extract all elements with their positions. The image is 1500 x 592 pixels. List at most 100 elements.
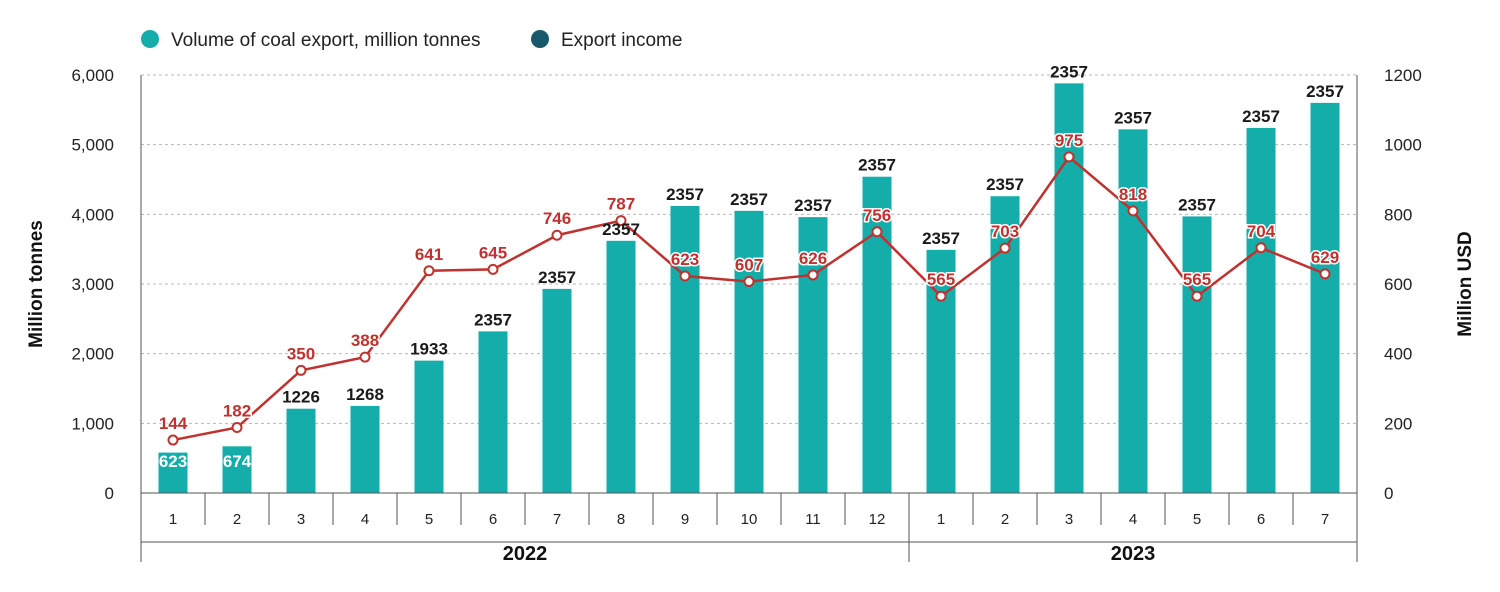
- bar: [542, 288, 572, 493]
- x-tick-label: 7: [1321, 511, 1329, 528]
- x-tick-label: 6: [1257, 511, 1265, 528]
- legend-volume-label: Volume of coal export, million tonnes: [171, 30, 480, 51]
- line-data-label: 607: [735, 256, 763, 275]
- group-label: 2022: [503, 543, 548, 565]
- y-tick-label-right: 600: [1384, 275, 1412, 294]
- bar-data-label: 2357: [858, 156, 896, 175]
- line-point: [423, 265, 435, 277]
- y-tick-label-right: 1000: [1384, 136, 1422, 155]
- x-tick-label: 1: [169, 511, 177, 528]
- bar: [158, 452, 188, 493]
- line-data-label: 626: [799, 249, 827, 268]
- bar: [478, 331, 508, 493]
- line-data-label: 787: [607, 195, 635, 214]
- line-data-label: 350: [287, 344, 315, 363]
- line-data-label: 182: [223, 402, 251, 421]
- line-data-label: 746: [543, 209, 571, 228]
- x-tick-label: 12: [869, 511, 886, 528]
- line-point: [1063, 151, 1075, 163]
- legend-income-marker: [531, 30, 549, 48]
- line-point: [1319, 268, 1331, 280]
- bar-data-label: 623: [159, 452, 187, 471]
- bar: [1246, 127, 1276, 494]
- line-point: [167, 434, 179, 446]
- bar: [606, 240, 636, 493]
- line-point: [551, 229, 563, 241]
- y-axis-title-left: Million tonnes: [26, 220, 47, 348]
- line-point: [1255, 242, 1267, 254]
- line-data-label: 703: [991, 222, 1019, 241]
- bar-data-label: 1268: [346, 385, 384, 404]
- bar-data-label: 2357: [1306, 82, 1344, 101]
- line-data-label: 704: [1247, 222, 1276, 241]
- line-data-label: 388: [351, 331, 379, 350]
- line-point: [935, 290, 947, 302]
- line-point: [1191, 290, 1203, 302]
- line-point: [295, 364, 307, 376]
- bar-data-label: 2357: [1050, 62, 1088, 81]
- bar: [1118, 129, 1148, 493]
- bar-data-label: 674: [223, 452, 252, 471]
- bar-data-label: 2357: [730, 190, 768, 209]
- x-tick-label: 5: [425, 511, 433, 528]
- line-point: [615, 215, 627, 227]
- x-tick-label: 2: [233, 511, 241, 528]
- line-point: [743, 276, 755, 288]
- group-label: 2023: [1111, 543, 1156, 565]
- bar-data-label: 1933: [410, 340, 448, 359]
- line-point: [231, 422, 243, 434]
- line-data-label: 629: [1311, 248, 1339, 267]
- y-axis-title-right: Million USD: [1455, 231, 1476, 337]
- x-tick-label: 1: [937, 511, 945, 528]
- bar-data-label: 2357: [474, 310, 512, 329]
- bar-data-label: 2357: [538, 268, 576, 287]
- legend-income-label: Export income: [561, 30, 682, 51]
- line-data-label: 623: [671, 250, 699, 269]
- line-data-label: 645: [479, 243, 507, 262]
- y-tick-label-left: 3,000: [71, 275, 114, 294]
- x-tick-label: 3: [1065, 511, 1073, 528]
- x-tick-label: 4: [361, 511, 369, 528]
- data-labels: 623 674 1226 1268 1933 2357 2357 2357 2357 2357 23…: [157, 62, 1344, 471]
- bar: [798, 217, 828, 493]
- bar-data-label: 2357: [602, 220, 640, 239]
- line-point: [359, 351, 371, 363]
- x-tick-label: 10: [741, 511, 758, 528]
- y-tick-label-left: 6,000: [71, 66, 114, 85]
- x-tick-label: 5: [1193, 511, 1201, 528]
- line-point: [871, 226, 883, 238]
- bar-data-label: 2357: [986, 175, 1024, 194]
- y-tick-label-right: 400: [1384, 345, 1412, 364]
- x-tick-label: 8: [617, 511, 625, 528]
- y-tick-label-left: 4,000: [71, 205, 114, 224]
- bar-data-label: 2357: [1242, 107, 1280, 126]
- y-tick-label-left: 5,000: [71, 136, 114, 155]
- line-point: [487, 263, 499, 275]
- bar-data-label: 2357: [1114, 108, 1152, 127]
- line-data-label: 756: [863, 206, 891, 225]
- bar: [734, 210, 764, 493]
- y-tick-label-left: 2,000: [71, 345, 114, 364]
- bar: [1182, 216, 1212, 493]
- line-data-label: 975: [1055, 131, 1083, 150]
- line-series: [167, 151, 1331, 446]
- bar: [350, 405, 380, 493]
- x-tick-label: 4: [1129, 511, 1137, 528]
- x-tick-label: 9: [681, 511, 689, 528]
- bar-data-label: 2357: [794, 196, 832, 215]
- x-tick-label: 11: [805, 511, 821, 528]
- bar-series: [158, 83, 1340, 494]
- y-tick-label-left: 0: [105, 484, 114, 503]
- x-tick-label: 6: [489, 511, 497, 528]
- bar: [222, 446, 252, 493]
- bar-data-label: 2357: [922, 229, 960, 248]
- line-data-label: 641: [415, 245, 443, 264]
- bar-data-label: 2357: [666, 185, 704, 204]
- x-tick-label: 7: [553, 511, 561, 528]
- bar: [414, 360, 444, 493]
- line-data-label: 565: [927, 270, 955, 289]
- line-point: [999, 242, 1011, 254]
- line-data-label: 818: [1119, 185, 1147, 204]
